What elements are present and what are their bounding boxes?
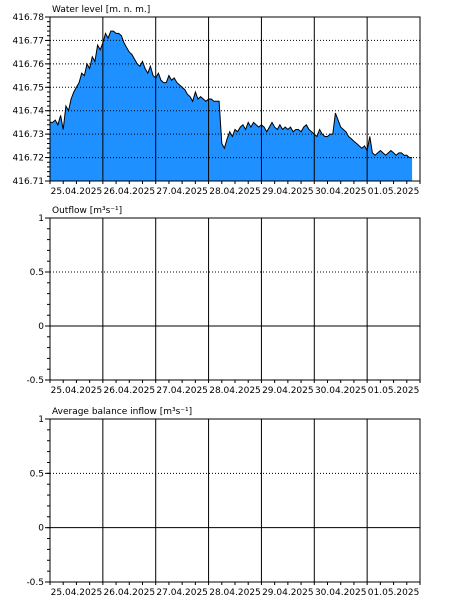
panel-title: Water level [m. n. m.] bbox=[52, 5, 150, 15]
x-tick-label: 26.04.2025 bbox=[104, 187, 156, 197]
y-tick-label: -0.5 bbox=[26, 578, 44, 588]
x-tick-label: 27.04.2025 bbox=[156, 386, 208, 396]
x-tick-label: 25.04.2025 bbox=[51, 588, 103, 598]
x-tick-label: 29.04.2025 bbox=[262, 386, 314, 396]
y-tick-label: 1 bbox=[38, 415, 44, 425]
x-tick-label: 25.04.2025 bbox=[51, 187, 103, 197]
x-tick-label: 01.05.2025 bbox=[368, 588, 420, 598]
x-tick-label: 29.04.2025 bbox=[262, 588, 314, 598]
y-tick-label: 0 bbox=[38, 524, 44, 534]
x-tick-label: 30.04.2025 bbox=[315, 588, 367, 598]
y-tick-label: 416.72 bbox=[13, 154, 45, 164]
y-tick-label: 416.76 bbox=[13, 60, 45, 70]
y-tick-label: 416.77 bbox=[13, 36, 45, 46]
y-tick-label: 416.71 bbox=[13, 177, 45, 187]
x-tick-label: 30.04.2025 bbox=[315, 187, 367, 197]
series-line bbox=[50, 30, 413, 159]
x-tick-label: 28.04.2025 bbox=[209, 588, 261, 598]
y-tick-label: 416.74 bbox=[13, 107, 45, 117]
x-tick-label: 01.05.2025 bbox=[368, 386, 420, 396]
plot-frame bbox=[49, 418, 421, 583]
x-tick-label: 25.04.2025 bbox=[51, 386, 103, 396]
y-tick-label: 416.75 bbox=[13, 83, 45, 93]
y-tick-label: 0.5 bbox=[30, 268, 44, 278]
plot-frame bbox=[49, 16, 421, 182]
y-tick-label: 416.78 bbox=[13, 13, 45, 23]
x-tick-label: 01.05.2025 bbox=[368, 187, 420, 197]
x-tick-label: 29.04.2025 bbox=[262, 187, 314, 197]
x-tick-label: 26.04.2025 bbox=[104, 588, 156, 598]
y-tick-label: 0 bbox=[38, 322, 44, 332]
x-tick-label: 28.04.2025 bbox=[209, 187, 261, 197]
panel-title: Outflow [m³s⁻¹] bbox=[52, 206, 122, 216]
panel-water-level: Water level [m. n. m.] 416.71 416.72 416.7… bbox=[13, 5, 421, 197]
y-tick-label: -0.5 bbox=[26, 376, 44, 386]
plot-frame bbox=[49, 217, 421, 381]
x-tick-label: 27.04.2025 bbox=[156, 187, 208, 197]
x-tick-label: 30.04.2025 bbox=[315, 386, 367, 396]
x-tick-label: 26.04.2025 bbox=[104, 386, 156, 396]
y-tick-label: 1 bbox=[38, 214, 44, 224]
panel-outflow: Outflow [m³s⁻¹] -0.5 0 0.5 1 25.04.2025 26.04… bbox=[26, 206, 421, 396]
panel-title: Average balance inflow [m³s⁻¹] bbox=[52, 407, 192, 417]
x-tick-label: 28.04.2025 bbox=[209, 386, 261, 396]
y-tick-label: 416.73 bbox=[13, 130, 45, 140]
x-tick-label: 27.04.2025 bbox=[156, 588, 208, 598]
panel-average-balance-inflow: Average balance inflow [m³s⁻¹] -0.5 0 0.5 1… bbox=[26, 407, 421, 598]
series-area bbox=[50, 31, 413, 181]
y-tick-label: 0.5 bbox=[30, 469, 44, 479]
